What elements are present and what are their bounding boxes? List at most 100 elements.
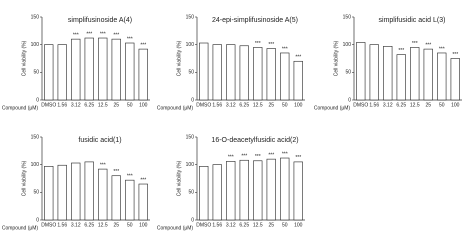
x-tick-label: 25 [268, 222, 274, 228]
y-tick-label: 100 [343, 42, 352, 48]
significance-label: *** [127, 36, 133, 42]
x-tick-label: 12.5 [253, 102, 263, 108]
x-axis-label: Compound (μM) [157, 105, 194, 111]
x-axis-label: Compound (μM) [157, 225, 194, 231]
x-tick-label: DMSO [41, 102, 56, 108]
bar [138, 48, 148, 101]
y-tick-label: 150 [343, 14, 352, 20]
bar [226, 161, 236, 221]
significance-label: *** [268, 152, 274, 158]
chart-title: simplifusinoside A(4) [68, 17, 132, 24]
x-tick-label: 100 [139, 102, 148, 108]
significance-label: *** [113, 169, 119, 175]
bar [266, 48, 276, 101]
y-tick-label: 100 [186, 162, 195, 168]
x-tick-label: DMSO [353, 102, 368, 108]
significance-label: *** [140, 177, 146, 183]
significance-label: *** [140, 42, 146, 48]
bar [450, 58, 460, 101]
y-tick-label: 50 [188, 70, 194, 76]
significance-label: *** [73, 32, 79, 38]
x-tick-label: 50 [127, 222, 133, 228]
bar [57, 164, 67, 221]
x-tick-label: 3.12 [71, 222, 81, 228]
y-tick-label: 150 [31, 14, 40, 20]
x-tick-label: 1.56 [212, 222, 222, 228]
y-axis-label: Cell viability (%) [176, 40, 182, 76]
x-tick-label: 3.12 [226, 102, 236, 108]
y-tick-label: 0 [191, 97, 194, 103]
y-tick-label: 150 [31, 134, 40, 140]
significance-label: *** [282, 46, 288, 52]
x-tick-label: 1.56 [369, 102, 379, 108]
bar [253, 47, 263, 101]
significance-label: *** [100, 31, 106, 37]
x-tick-label: 12.5 [410, 102, 420, 108]
y-tick-label: 150 [186, 134, 195, 140]
x-tick-label: 100 [294, 222, 303, 228]
y-axis-label: Cell viability (%) [21, 40, 27, 76]
bar [410, 47, 420, 101]
significance-label: *** [86, 31, 92, 37]
y-tick-label: 0 [348, 97, 351, 103]
bar [71, 38, 81, 101]
bar [253, 160, 263, 221]
bar [383, 46, 393, 101]
bar [84, 37, 94, 101]
bar [396, 54, 406, 101]
significance-label: *** [127, 173, 133, 179]
bar [423, 48, 433, 101]
x-tick-label: 12.5 [98, 222, 108, 228]
x-tick-label: 6.25 [84, 222, 94, 228]
bar [71, 162, 81, 221]
bar [239, 45, 249, 101]
significance-label: *** [113, 32, 119, 38]
y-tick-label: 0 [36, 97, 39, 103]
y-axis-label: Cell viability (%) [21, 160, 27, 196]
x-tick-label: 12.5 [253, 222, 263, 228]
chart-title: fusidic acid(1) [78, 137, 121, 144]
x-tick-label: 3.12 [383, 102, 393, 108]
x-axis-label: Compound (μM) [2, 105, 39, 111]
significance-label: *** [241, 154, 247, 160]
x-tick-label: 25 [425, 102, 431, 108]
bar [125, 179, 135, 221]
significance-label: *** [295, 155, 301, 161]
y-tick-label: 150 [186, 14, 195, 20]
x-tick-label: 12.5 [98, 102, 108, 108]
y-tick-label: 50 [345, 70, 351, 76]
chart-title: simplifusidic acid L(3) [379, 17, 446, 24]
bar [437, 52, 447, 101]
bar [44, 44, 54, 101]
bar [226, 44, 236, 101]
x-tick-label: 3.12 [71, 102, 81, 108]
bar [111, 175, 121, 221]
x-axis-label: Compound (μM) [2, 225, 39, 231]
x-tick-label: 25 [113, 222, 119, 228]
significance-label: *** [412, 41, 418, 47]
y-tick-label: 100 [31, 42, 40, 48]
x-tick-label: 1.56 [212, 102, 222, 108]
bar [199, 166, 209, 221]
significance-label: *** [228, 155, 234, 161]
bar [57, 44, 67, 101]
bar [293, 161, 303, 221]
bar [111, 38, 121, 101]
bar [84, 161, 94, 221]
x-tick-label: 50 [439, 102, 445, 108]
x-tick-label: 1.56 [57, 102, 67, 108]
y-tick-label: 100 [31, 162, 40, 168]
significance-label: *** [439, 46, 445, 52]
x-tick-label: 1.56 [57, 222, 67, 228]
significance-label: *** [398, 48, 404, 54]
x-tick-label: DMSO [41, 222, 56, 228]
x-tick-label: 100 [451, 102, 460, 108]
y-tick-label: 0 [191, 217, 194, 223]
bar [239, 159, 249, 221]
x-tick-label: 50 [127, 102, 133, 108]
significance-label: *** [100, 162, 106, 168]
bar [356, 42, 366, 101]
x-tick-label: 25 [113, 102, 119, 108]
significance-label: *** [452, 52, 458, 58]
